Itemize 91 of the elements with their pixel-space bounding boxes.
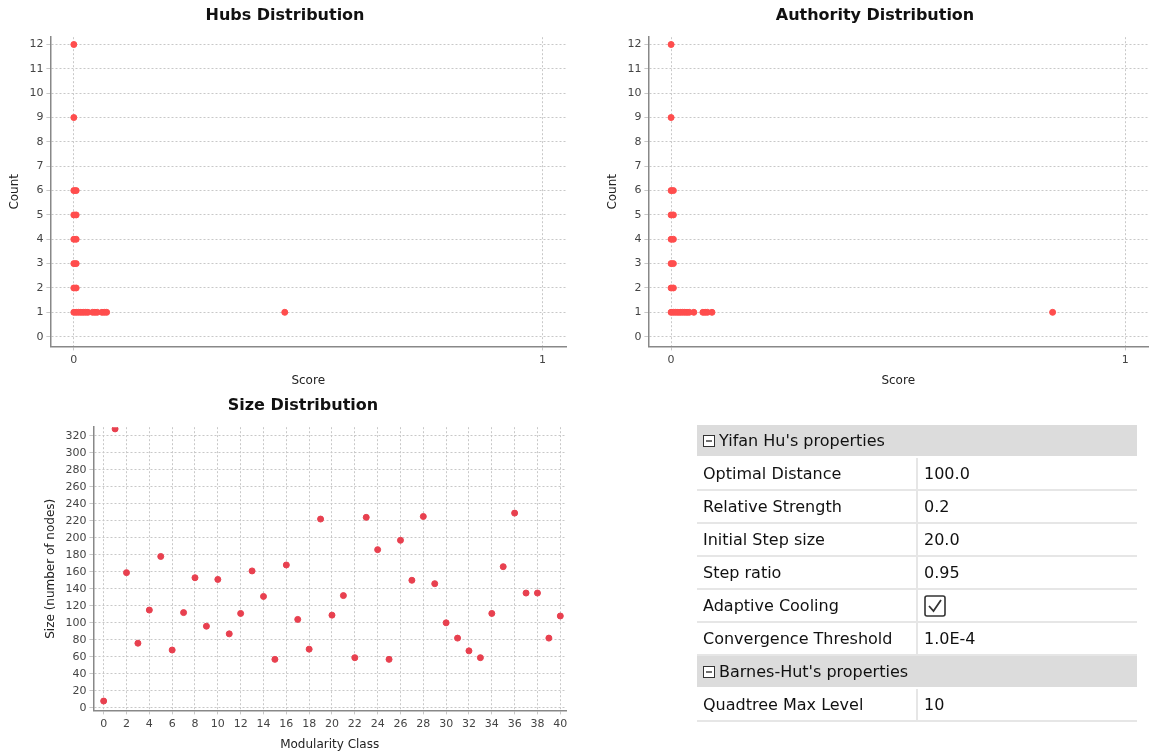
text: Barnes-Hut's properties — [719, 662, 909, 681]
y-tick-label: 12 — [627, 37, 642, 51]
x-tick-label: 1 — [1121, 352, 1129, 366]
y-tick-label: 0 — [79, 700, 87, 714]
x-tick-label: 22 — [347, 716, 362, 730]
y-tick-label: 240 — [65, 496, 87, 510]
y-tick-label: 8 — [634, 134, 642, 148]
x-tick-label: 16 — [279, 716, 294, 730]
text: 1.0E-4 — [924, 629, 976, 648]
text: 20.0 — [924, 530, 960, 549]
category-label: Adaptive Cooling — [697, 589, 917, 622]
x-tick-label: 40 — [553, 716, 568, 730]
y-tick-label: 5 — [36, 207, 44, 221]
x-tick-label: 36 — [507, 716, 522, 730]
x-tick-label: 32 — [461, 716, 476, 730]
chart-title: Size Distribution — [227, 394, 379, 414]
y-tick-label: 0 — [36, 329, 44, 343]
y-tick-label: 140 — [65, 581, 87, 595]
text: Yifan Hu's properties — [719, 431, 885, 450]
category-label: Convergence Threshold — [697, 622, 917, 655]
y-tick-label: 4 — [36, 232, 44, 246]
x-tick-label: 0 — [100, 716, 108, 730]
x-tick-label: 6 — [168, 716, 176, 730]
y-tick-label: 11 — [627, 61, 642, 75]
x-tick-label: 4 — [145, 716, 153, 730]
x-tick-label: 28 — [416, 716, 431, 730]
x-tick-label: 30 — [439, 716, 454, 730]
x-tick-label: 26 — [393, 716, 408, 730]
x-tick-label: 12 — [233, 716, 248, 730]
chart-title: Authority Distribution — [775, 4, 975, 24]
x-axis-title: Score — [881, 372, 915, 387]
y-tick-label: 20 — [72, 683, 87, 697]
x-axis-title: Score — [291, 372, 325, 387]
category-label: Quadtree Max Level — [697, 688, 917, 721]
y-tick-label: 1 — [36, 305, 44, 319]
x-tick-label: 38 — [530, 716, 545, 730]
x-tick-label: 24 — [370, 716, 385, 730]
y-tick-label: 2 — [634, 280, 642, 294]
y-tick-label: 320 — [65, 428, 87, 442]
y-tick-label: 80 — [72, 632, 87, 646]
y-tick-label: 3 — [36, 256, 44, 270]
y-tick-label: 3 — [634, 256, 642, 270]
category-label: Initial Step size — [697, 523, 917, 556]
x-tick-label: 10 — [210, 716, 225, 730]
y-tick-label: 7 — [634, 159, 642, 173]
y-tick-label: 220 — [65, 513, 87, 527]
category-label: Step ratio — [697, 556, 917, 589]
y-tick-label: 6 — [36, 183, 44, 197]
y-tick-label: 4 — [634, 232, 642, 246]
y-tick-label: 5 — [634, 207, 642, 221]
y-tick-label: 11 — [29, 61, 44, 75]
y-tick-label: 60 — [72, 649, 87, 663]
x-tick-label: 0 — [667, 352, 675, 366]
y-tick-label: 0 — [634, 329, 642, 343]
category-label: Optimal Distance — [697, 457, 917, 490]
y-tick-label: 200 — [65, 530, 87, 544]
y-tick-label: 180 — [65, 547, 87, 561]
text: 100.0 — [924, 464, 970, 483]
y-tick-label: 160 — [65, 564, 87, 578]
y-tick-label: 8 — [36, 134, 44, 148]
y-tick-label: 9 — [634, 110, 642, 124]
category-label: Relative Strength — [697, 490, 917, 523]
y-tick-label: 9 — [36, 110, 44, 124]
x-tick-label: 8 — [191, 716, 199, 730]
text: 0.95 — [924, 563, 960, 582]
y-axis-title: Count — [605, 173, 620, 210]
y-tick-label: 280 — [65, 462, 87, 476]
y-tick-label: 7 — [36, 159, 44, 173]
x-axis-title: Modularity Class — [280, 736, 380, 751]
x-tick-label: 2 — [123, 716, 130, 730]
x-tick-label: 20 — [324, 716, 339, 730]
y-axis-title: Count — [7, 173, 22, 210]
text: 0.2 — [924, 497, 950, 516]
y-tick-label: 40 — [72, 666, 87, 680]
text: 10 — [924, 695, 945, 714]
y-tick-label: 2 — [36, 280, 44, 294]
y-axis-title: Size (number of nodes) — [43, 498, 58, 639]
y-tick-label: 12 — [29, 37, 44, 51]
chart-title: Hubs Distribution — [205, 4, 365, 24]
y-tick-label: 10 — [29, 86, 44, 100]
y-tick-label: 120 — [65, 598, 87, 612]
y-tick-label: 300 — [65, 445, 87, 459]
x-tick-label: 34 — [484, 716, 499, 730]
y-tick-label: 6 — [634, 183, 642, 197]
x-tick-label: 18 — [302, 716, 317, 730]
y-tick-label: 10 — [627, 86, 642, 100]
x-tick-label: 14 — [256, 716, 271, 730]
x-tick-label: 1 — [539, 352, 547, 366]
y-tick-label: 100 — [65, 615, 87, 629]
y-tick-label: 260 — [65, 479, 87, 493]
y-tick-label: 1 — [634, 305, 642, 319]
